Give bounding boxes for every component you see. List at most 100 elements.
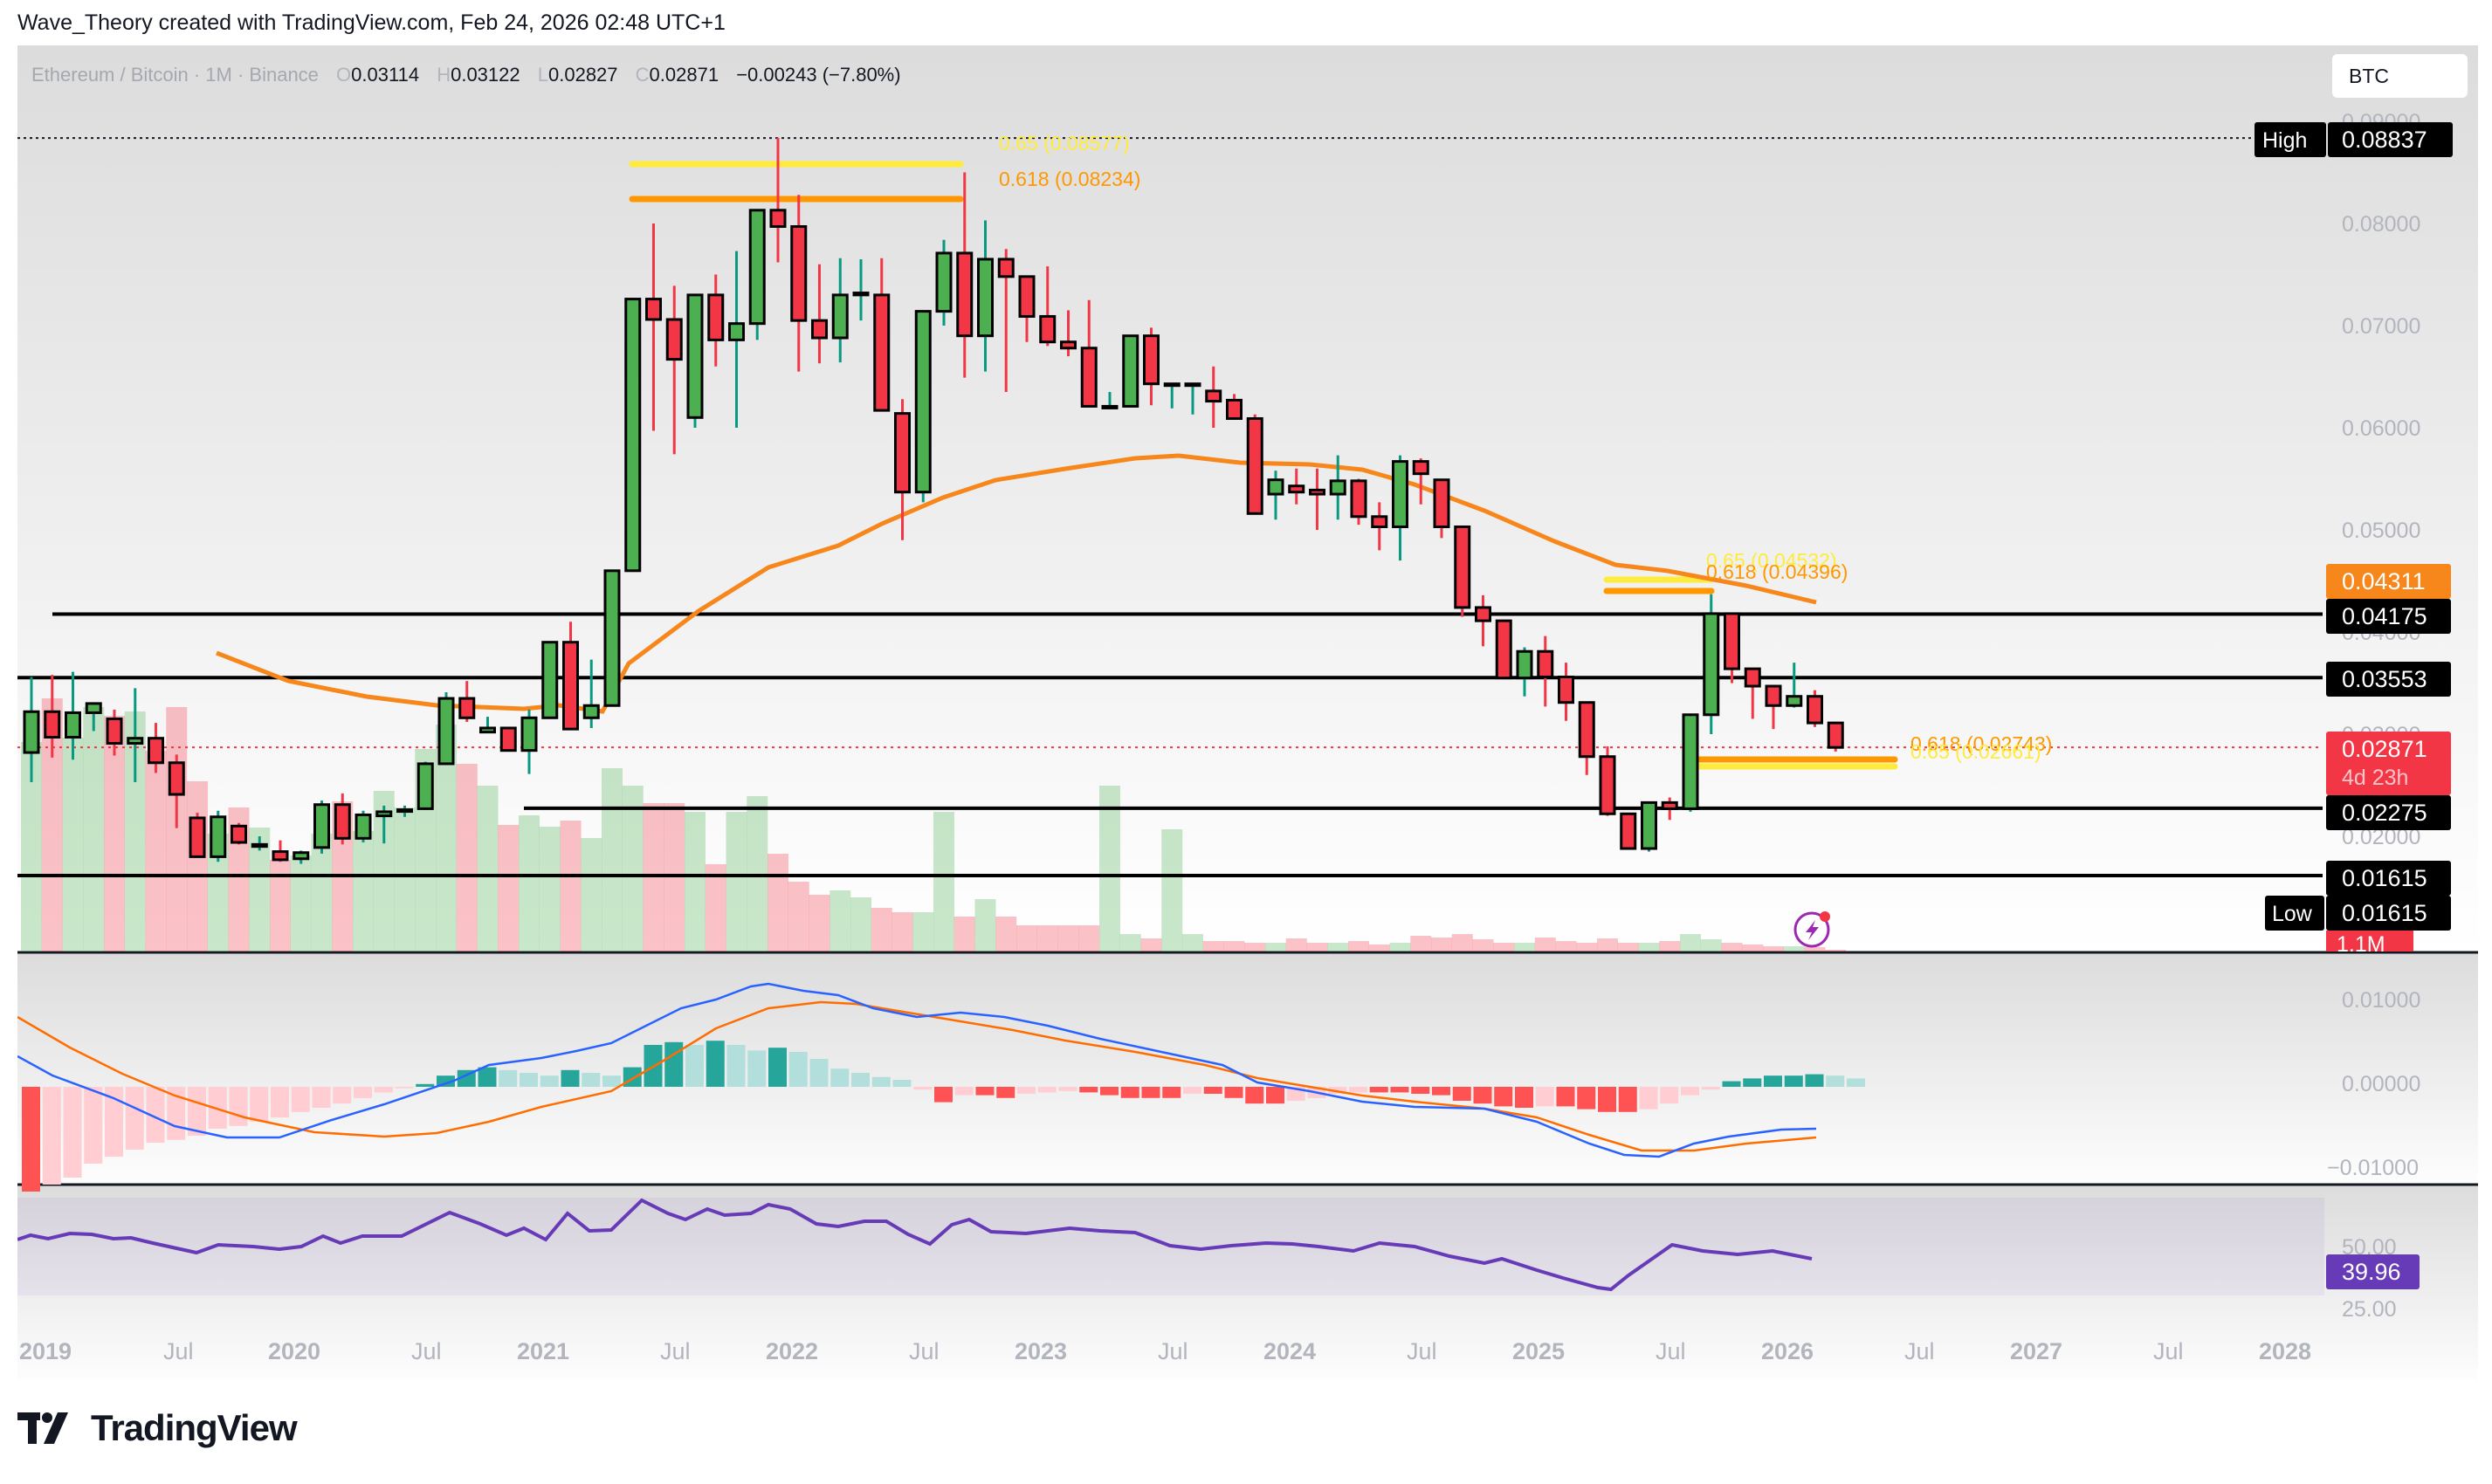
candle[interactable] xyxy=(1807,690,1823,727)
candle[interactable] xyxy=(231,822,247,845)
lightning-alert-icon[interactable] xyxy=(1793,911,1830,948)
candle[interactable] xyxy=(873,258,891,412)
candle[interactable] xyxy=(811,264,828,364)
candle[interactable] xyxy=(375,805,393,844)
chart-container[interactable]: Ethereum / Bitcoin · 1M · Binance O0.031… xyxy=(17,45,2478,1381)
currency-button[interactable]: BTC xyxy=(2332,54,2468,98)
candle[interactable] xyxy=(977,220,994,372)
volume-label: 1.1M xyxy=(2326,931,2413,957)
candle[interactable] xyxy=(1454,525,1471,617)
candle[interactable] xyxy=(707,274,725,367)
candle[interactable] xyxy=(416,761,434,810)
candle[interactable] xyxy=(520,709,538,774)
candle[interactable] xyxy=(1786,663,1803,708)
candle[interactable] xyxy=(148,723,164,773)
candle[interactable] xyxy=(272,840,289,862)
candle[interactable] xyxy=(1080,299,1098,408)
candle[interactable] xyxy=(458,681,476,722)
candle[interactable] xyxy=(210,810,227,862)
candle[interactable] xyxy=(251,836,268,851)
support-label-1: 0.02275 xyxy=(2326,795,2451,830)
candle[interactable] xyxy=(1765,684,1782,730)
candle[interactable] xyxy=(1226,394,1243,420)
candle[interactable] xyxy=(956,172,974,378)
macd-axis[interactable]: 0.01000 0.00000 −0.01000 xyxy=(2327,988,2420,1180)
candle[interactable] xyxy=(1599,746,1616,816)
candle[interactable] xyxy=(1433,478,1450,539)
fib-label-low-0618: 0.618 (0.02743) xyxy=(1910,732,2052,755)
candle[interactable] xyxy=(1475,594,1491,647)
candle[interactable] xyxy=(1682,713,1699,812)
candle[interactable] xyxy=(1039,266,1057,347)
candle[interactable] xyxy=(562,622,579,731)
candle[interactable] xyxy=(1558,663,1574,721)
price-chart[interactable]: Ethereum / Bitcoin · 1M · Binance O0.031… xyxy=(17,45,2478,1381)
candle[interactable] xyxy=(1288,468,1305,505)
candle[interactable] xyxy=(624,298,642,573)
candle[interactable] xyxy=(1267,471,1284,520)
candle[interactable] xyxy=(1018,275,1036,342)
candle[interactable] xyxy=(935,239,953,326)
svg-text:2019: 2019 xyxy=(19,1338,72,1364)
candle[interactable] xyxy=(44,675,61,758)
candle[interactable] xyxy=(334,793,351,845)
candle[interactable] xyxy=(127,688,144,782)
candle[interactable] xyxy=(1516,647,1533,697)
candle[interactable] xyxy=(1578,701,1595,775)
candle[interactable] xyxy=(1101,392,1119,409)
candle[interactable] xyxy=(437,692,455,766)
candle[interactable] xyxy=(1661,797,1678,821)
candle[interactable] xyxy=(1537,636,1554,707)
candle[interactable] xyxy=(1246,414,1263,515)
candle[interactable] xyxy=(65,671,81,760)
candle[interactable] xyxy=(1412,458,1429,505)
candle[interactable] xyxy=(541,641,559,719)
candle[interactable] xyxy=(85,702,102,732)
candle[interactable] xyxy=(396,805,413,817)
candle[interactable] xyxy=(1329,455,1346,520)
candle[interactable] xyxy=(479,717,496,734)
candle[interactable] xyxy=(106,709,123,756)
candle[interactable] xyxy=(582,659,600,728)
candle[interactable] xyxy=(1122,334,1139,408)
candle[interactable] xyxy=(355,810,372,843)
candle[interactable] xyxy=(769,137,787,263)
candle[interactable] xyxy=(1641,800,1657,852)
candle[interactable] xyxy=(1827,721,1844,752)
candle[interactable] xyxy=(1309,468,1325,530)
candle[interactable] xyxy=(1143,327,1160,406)
candle[interactable] xyxy=(1744,667,1761,719)
candle[interactable] xyxy=(1205,366,1222,428)
candle[interactable] xyxy=(1620,812,1637,850)
candle[interactable] xyxy=(852,258,870,321)
candle[interactable] xyxy=(1371,502,1388,551)
candle[interactable] xyxy=(1163,382,1181,409)
candle[interactable] xyxy=(603,569,621,707)
candle[interactable] xyxy=(1724,612,1740,684)
candles[interactable] xyxy=(23,137,1844,864)
candle[interactable] xyxy=(1060,310,1077,357)
candle[interactable] xyxy=(728,251,745,428)
candle[interactable] xyxy=(1392,455,1408,561)
candle[interactable] xyxy=(1703,594,1720,734)
candle[interactable] xyxy=(1184,382,1201,415)
candle[interactable] xyxy=(1495,619,1512,680)
candle[interactable] xyxy=(645,223,662,431)
candle[interactable] xyxy=(790,195,808,372)
candle[interactable] xyxy=(665,285,683,455)
candle[interactable] xyxy=(499,726,517,752)
candle[interactable] xyxy=(189,813,206,858)
candle[interactable] xyxy=(293,850,310,864)
candle[interactable] xyxy=(313,800,330,854)
candle[interactable] xyxy=(686,293,704,428)
time-axis[interactable]: 2019 Jul 2020 Jul 2021 Jul 2022 Jul 2023… xyxy=(19,1338,2311,1364)
candle[interactable] xyxy=(997,249,1015,393)
candle[interactable] xyxy=(748,209,766,340)
candle[interactable] xyxy=(23,677,40,782)
candle[interactable] xyxy=(831,258,849,363)
candle[interactable] xyxy=(894,399,911,540)
candle[interactable] xyxy=(1350,478,1367,526)
candle[interactable] xyxy=(914,310,932,503)
tradingview-logo[interactable]: TradingView xyxy=(17,1407,298,1449)
candle[interactable] xyxy=(168,754,185,828)
